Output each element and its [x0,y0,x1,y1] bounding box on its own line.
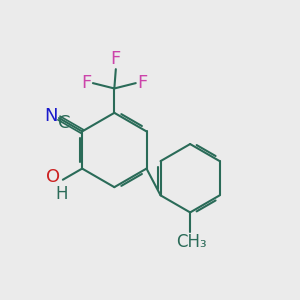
Text: H: H [55,185,68,203]
Text: N: N [44,107,58,125]
Text: C: C [58,114,70,132]
Text: CH₃: CH₃ [176,233,207,251]
Text: O: O [46,168,61,186]
Text: F: F [81,74,92,92]
Text: F: F [137,74,148,92]
Text: F: F [111,50,121,68]
